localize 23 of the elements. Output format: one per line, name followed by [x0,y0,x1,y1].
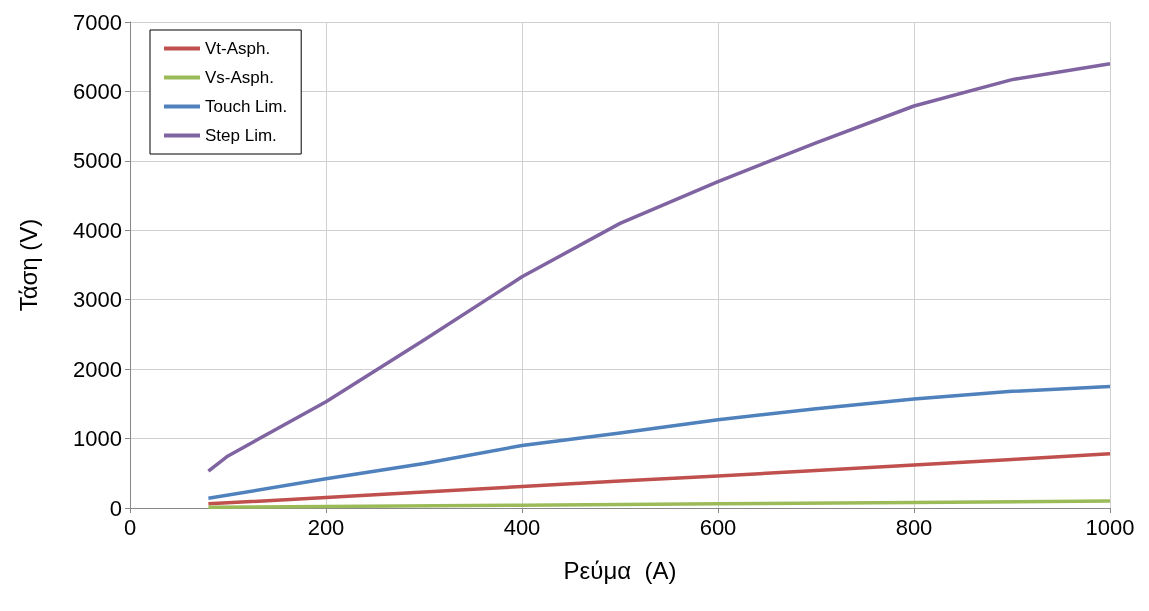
x-tick-label: 800 [895,514,933,540]
legend-label: Step Lim. [205,126,277,145]
y-tick-label: 3000 [73,287,122,313]
x-tick-label: 200 [307,514,345,540]
line-series [206,61,1112,473]
y-tick-label: 2000 [73,356,122,382]
y-tick-label: 1000 [73,426,122,452]
legend-label: Vs-Asph. [205,68,274,87]
line-series [206,452,1112,506]
x-axis-title: Ρεύμα (A) [563,556,677,584]
y-tick-label: 0 [109,495,122,521]
y-tick-label: 7000 [73,9,122,35]
y-tick-label: 5000 [73,148,122,174]
x-tick-label: 400 [503,514,541,540]
legend-label: Vt-Asph. [205,39,271,58]
line-series [206,499,1112,510]
legend-label: Touch Lim. [205,97,288,116]
x-tick-label: 600 [699,514,737,540]
x-tick-label: 1000 [1085,514,1135,540]
y-axis-title: Τάση (V) [14,218,42,312]
line-series [206,384,1112,501]
y-tick-label: 4000 [73,217,122,243]
y-tick-label: 6000 [73,78,122,104]
